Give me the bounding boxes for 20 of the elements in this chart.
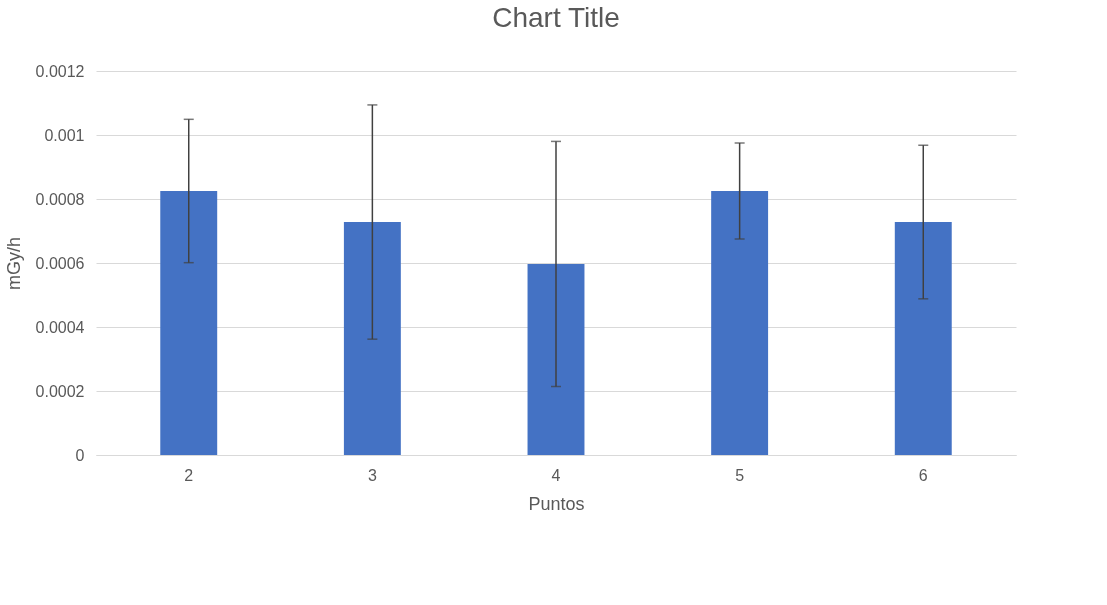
y-tick-label: 0.0006 — [35, 254, 85, 272]
y-tick-label: 0.0002 — [35, 382, 85, 400]
x-tick-label: 4 — [551, 466, 561, 484]
chart-title: Chart Title — [492, 2, 620, 33]
y-tick-label: 0.0008 — [35, 190, 85, 208]
bar — [711, 191, 769, 455]
bar — [160, 191, 218, 455]
x-tick-label: 2 — [184, 466, 194, 484]
y-axis-title: mGy/h — [3, 236, 24, 291]
x-tick-label: 6 — [918, 466, 928, 484]
y-tick-label: 0 — [75, 446, 85, 464]
bar — [527, 263, 585, 455]
x-tick-label: 5 — [735, 466, 745, 484]
bar — [894, 222, 952, 455]
y-tick-label: 0.0004 — [35, 318, 85, 336]
y-tick-label: 0.0012 — [35, 62, 85, 80]
y-tick-label: 0.001 — [44, 126, 85, 144]
x-tick-label: 3 — [367, 466, 377, 484]
bar — [343, 222, 401, 455]
x-axis-title: Puntos — [528, 493, 585, 514]
